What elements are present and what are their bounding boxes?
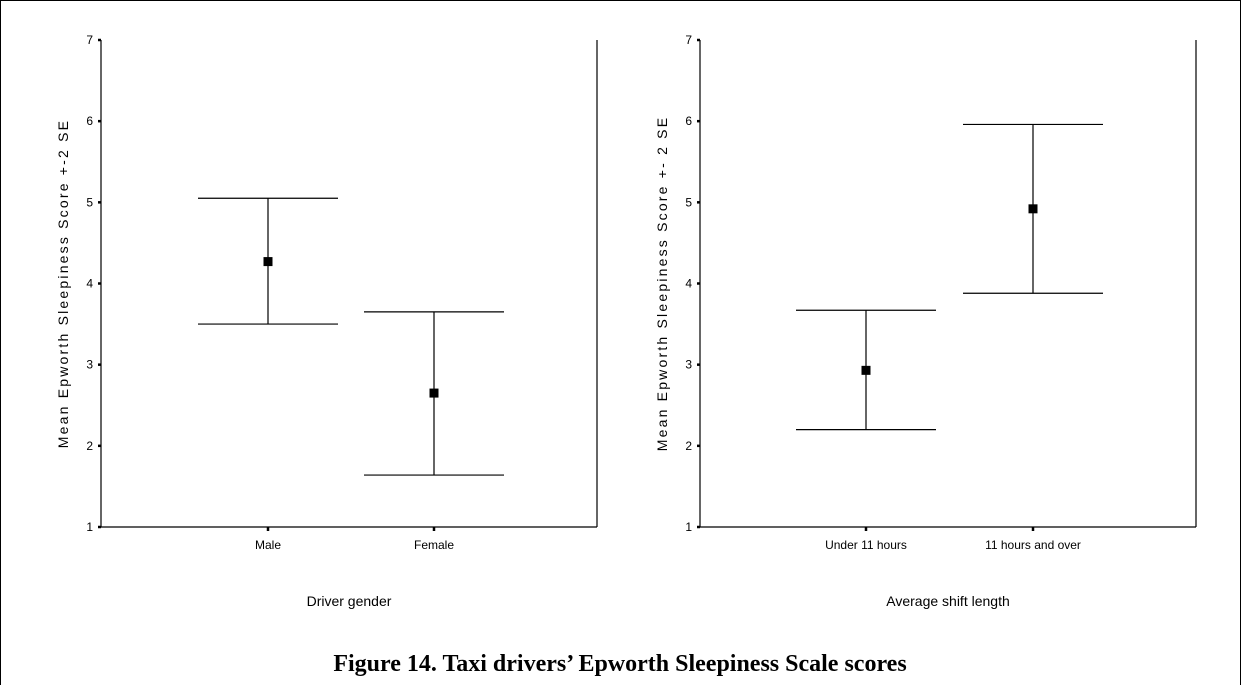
shift-y-tick-label: 7 [685,33,692,47]
shift-y-axis-title: Mean Epworth Sleepiness Score +- 2 SE [654,116,670,451]
shift-mean-marker [1028,204,1038,214]
chart-shift-length: 1 2 3 4 5 6 7 Mean Epworth Sleepiness Score +- … [654,33,1197,609]
gender-y-tick-label: 5 [86,195,93,209]
gender-x-tick-label: Male [255,538,281,552]
shift-y-tick-label: 2 [685,439,692,453]
gender-mean-marker [429,388,439,398]
shift-y-tick-label: 4 [685,277,692,291]
gender-mean-marker [263,257,273,267]
shift-y-tick-label: 3 [685,358,692,372]
shift-x-tick-label: Under 11 hours [825,538,907,552]
shift-x-axis-title: Average shift length [886,593,1010,609]
gender-x-axis-title: Driver gender [307,593,392,609]
gender-y-tick-label: 1 [86,520,93,534]
chart-driver-gender: 1 2 3 4 5 6 7 Mean Epworth Sleepiness Score +-2… [55,33,598,609]
gender-y-tick-label: 3 [86,358,93,372]
shift-y-tick-label: 1 [685,520,692,534]
gender-y-tick-label: 6 [86,114,93,128]
figure-caption: Figure 14. Taxi drivers’ Epworth Sleepin… [333,651,906,677]
gender-x-tick-label: Female [414,538,454,552]
shift-y-tick-label: 5 [685,195,692,209]
gender-y-tick-label: 7 [86,33,93,47]
gender-y-tick-label: 4 [86,277,93,291]
shift-mean-marker [861,365,871,375]
shift-x-tick-label: 11 hours and over [985,538,1081,552]
gender-y-tick-label: 2 [86,439,93,453]
shift-y-tick-label: 6 [685,114,692,128]
gender-y-axis-title: Mean Epworth Sleepiness Score +-2 SE [55,119,71,448]
